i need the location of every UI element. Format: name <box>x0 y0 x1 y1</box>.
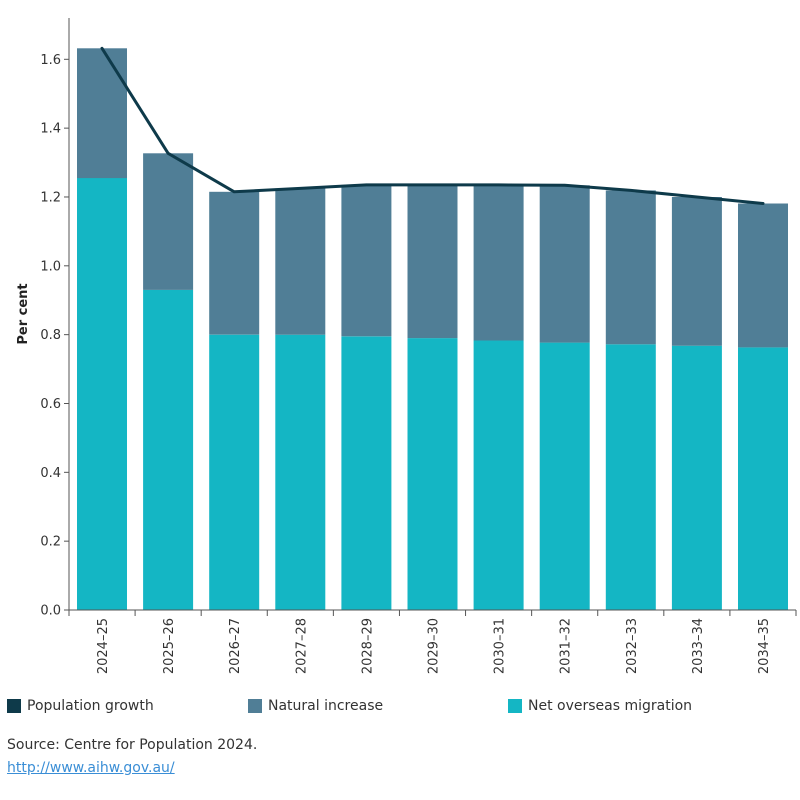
population-growth-line-group <box>100 46 765 205</box>
x-tick-label-6: 2030–31 <box>493 618 508 674</box>
x-tick-label-2: 2026–27 <box>228 618 243 674</box>
bar-natural-increase-5 <box>407 184 458 339</box>
bar-net-overseas-migration-3 <box>275 334 326 610</box>
bar-natural-increase-7 <box>539 185 590 343</box>
bar-net-overseas-migration-9 <box>671 345 722 610</box>
y-tick-label-7: 1.4 <box>40 122 61 137</box>
x-tick-label-3: 2027–28 <box>294 618 309 674</box>
legend: Population growth Natural increase Net o… <box>0 698 800 720</box>
source-note: Source: Centre for Population 2024. <box>7 737 258 753</box>
population-growth-line <box>100 46 765 205</box>
x-tick-label-0: 2024–25 <box>96 618 111 674</box>
bar-net-overseas-migration-0 <box>77 178 127 610</box>
bar-natural-increase-2 <box>209 191 260 335</box>
bar-net-overseas-migration-6 <box>473 340 524 610</box>
bars-group <box>77 48 788 610</box>
y-tick-label-2: 0.4 <box>40 466 61 481</box>
bar-natural-increase-8 <box>605 190 656 345</box>
x-tick-label-4: 2028–29 <box>360 618 375 674</box>
population-growth-chart: Per cent 0.0 0.2 0.4 0.6 0.8 1.0 1.2 1.4 1.6 2024… <box>16 18 797 674</box>
legend-swatch-natural-increase <box>248 699 262 713</box>
bar-natural-increase-1 <box>143 153 194 290</box>
x-tick-label-9: 2033–34 <box>691 618 706 674</box>
x-tick-label-10: 2034–35 <box>757 618 772 674</box>
bar-net-overseas-migration-4 <box>341 336 392 610</box>
bar-net-overseas-migration-1 <box>143 289 194 610</box>
legend-item-natural-increase: Natural increase <box>248 698 383 714</box>
y-tick-label-4: 0.8 <box>40 328 61 343</box>
y-tick-label-6: 1.2 <box>40 190 61 205</box>
legend-item-population-growth: Population growth <box>7 698 154 714</box>
y-tick-label-3: 0.6 <box>40 397 61 412</box>
bar-net-overseas-migration-8 <box>605 344 656 610</box>
bar-natural-increase-3 <box>275 188 326 335</box>
legend-label-population-growth: Population growth <box>27 698 154 714</box>
bar-natural-increase-9 <box>671 197 722 346</box>
y-tick-label-8: 1.6 <box>40 53 61 68</box>
bar-net-overseas-migration-5 <box>407 338 458 610</box>
y-axis-title: Per cent <box>16 283 31 344</box>
y-tick-label-0: 0.0 <box>40 604 61 619</box>
legend-item-net-overseas-migration: Net overseas migration <box>508 698 692 714</box>
bar-natural-increase-10 <box>738 203 788 348</box>
legend-label-natural-increase: Natural increase <box>268 698 384 714</box>
legend-label-net-overseas-migration: Net overseas migration <box>528 698 693 714</box>
bar-natural-increase-6 <box>473 184 524 341</box>
x-tick-label-5: 2029–30 <box>427 618 442 674</box>
y-tick-label-5: 1.0 <box>40 259 61 274</box>
bar-net-overseas-migration-10 <box>738 347 788 610</box>
bar-natural-increase-4 <box>341 184 392 337</box>
x-tick-label-8: 2032–33 <box>625 618 640 674</box>
source-link[interactable]: http://www.aihw.gov.au/ <box>7 760 175 776</box>
bar-net-overseas-migration-2 <box>209 334 260 610</box>
x-tick-label-1: 2025–26 <box>162 618 177 674</box>
axes-group: 0.0 0.2 0.4 0.6 0.8 1.0 1.2 1.4 1.6 2024–25 2025–2… <box>40 18 797 674</box>
x-tick-label-7: 2031–32 <box>559 618 574 674</box>
bar-net-overseas-migration-7 <box>539 342 590 610</box>
legend-swatch-population-growth <box>7 699 21 713</box>
y-tick-label-1: 0.2 <box>40 535 61 550</box>
legend-swatch-net-overseas-migration <box>508 699 522 713</box>
bar-natural-increase-0 <box>77 48 127 179</box>
